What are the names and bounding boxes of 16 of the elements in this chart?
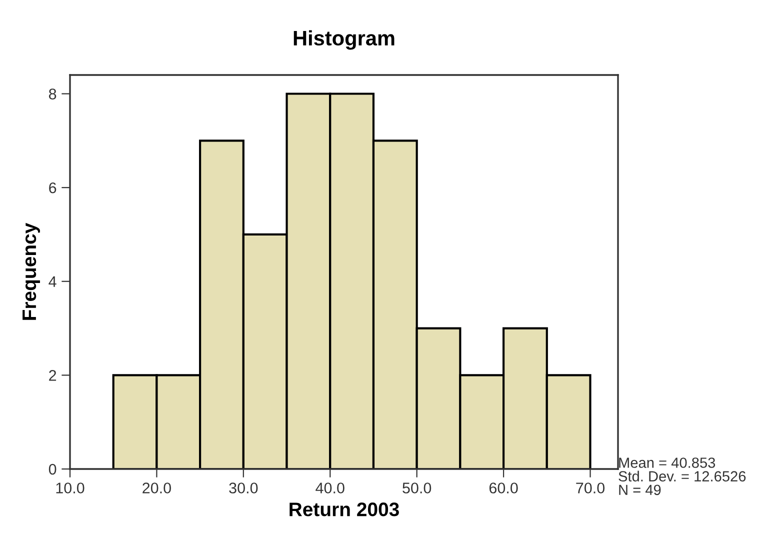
chart-title: Histogram — [294, 30, 394, 50]
x-tick-label: 40.0 — [316, 482, 344, 494]
y-tick-label: 6 — [49, 182, 56, 194]
x-tick-label: 10.0 — [56, 482, 84, 494]
text: Mean = 40.853 Std. Dev. = 12.6526 N = 49 — [618, 458, 746, 496]
x-axis-title: Return 2003 — [290, 502, 399, 516]
y-tick-label: 8 — [48, 88, 56, 100]
y-axis-title: Frequency — [22, 222, 40, 320]
x-tick-label: 30.0 — [229, 482, 258, 494]
y-tick-label: 0 — [48, 464, 56, 475]
x-tick-label: 20.0 — [142, 482, 171, 494]
y-tick-label: 2 — [49, 370, 56, 381]
x-tick-label: 60.0 — [489, 482, 518, 494]
x-tick-label: 70.0 — [576, 482, 605, 494]
y-tick-label: 4 — [48, 276, 56, 287]
x-tick-label: 50.0 — [402, 482, 432, 494]
